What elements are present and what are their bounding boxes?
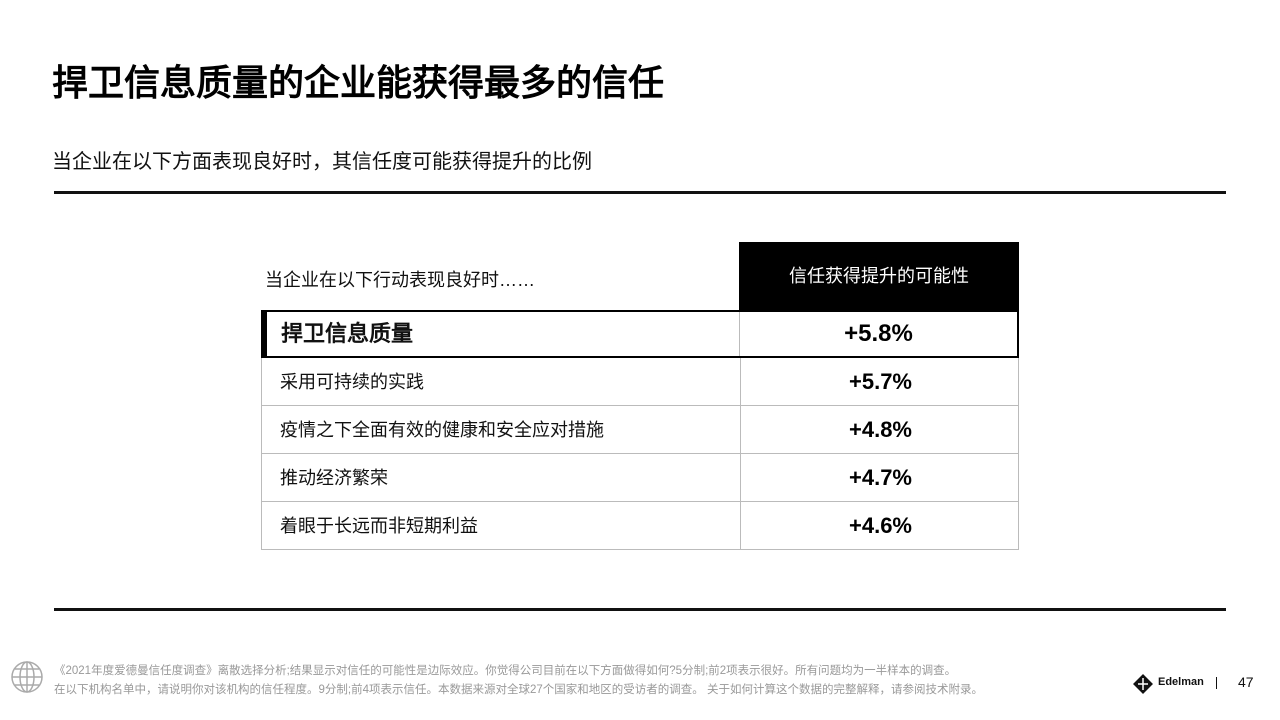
rule [54, 608, 1226, 611]
column-header: 信任获得提升的可能性 [739, 242, 1019, 310]
logo-mark [1130, 671, 1156, 696]
row-label: 疫情之下全面有效的健康和安全应对措施 [280, 420, 604, 440]
rule [54, 191, 1226, 194]
row-value: +5.8% [739, 312, 1017, 356]
row-label: 推动经济繁荣 [280, 468, 388, 488]
table-row: 疫情之下全面有效的健康和安全应对措施 +4.8% [261, 406, 1019, 454]
row-value: +5.7% [740, 358, 1020, 405]
footnote: 在以下机构名单中，请说明你对该机构的信任程度。9分制;前4项表示信任。本数据来源… [54, 684, 983, 696]
row-label: 采用可持续的实践 [280, 372, 424, 392]
row-label: 捍卫信息质量 [281, 321, 414, 346]
footnote: 《2021年度爱德曼信任度调查》离散选择分析;结果显示对信任的可能性是边际效应。… [54, 665, 957, 677]
separator [1216, 677, 1217, 689]
logo-text: Edelman [1158, 676, 1204, 688]
globe-icon [11, 661, 43, 693]
page-number: 47 [1238, 674, 1254, 690]
column-header: 当企业在以下行动表现良好时…… [265, 270, 535, 290]
table-row: 推动经济繁荣 +4.7% [261, 454, 1019, 502]
row-value: +4.7% [740, 454, 1020, 501]
table-row: 着眼于长远而非短期利益 +4.6% [261, 502, 1019, 550]
row-label: 着眼于长远而非短期利益 [280, 516, 478, 536]
subtitle: 当企业在以下方面表现良好时，其信任度可能获得提升的比例 [52, 151, 592, 173]
row-value: +4.6% [740, 502, 1020, 549]
row-value: +4.8% [740, 406, 1020, 453]
title: 捍卫信息质量的企业能获得最多的信任 [52, 62, 665, 103]
table-row: 捍卫信息质量 +5.8% [261, 310, 1019, 358]
table-row: 采用可持续的实践 +5.7% [261, 358, 1019, 406]
